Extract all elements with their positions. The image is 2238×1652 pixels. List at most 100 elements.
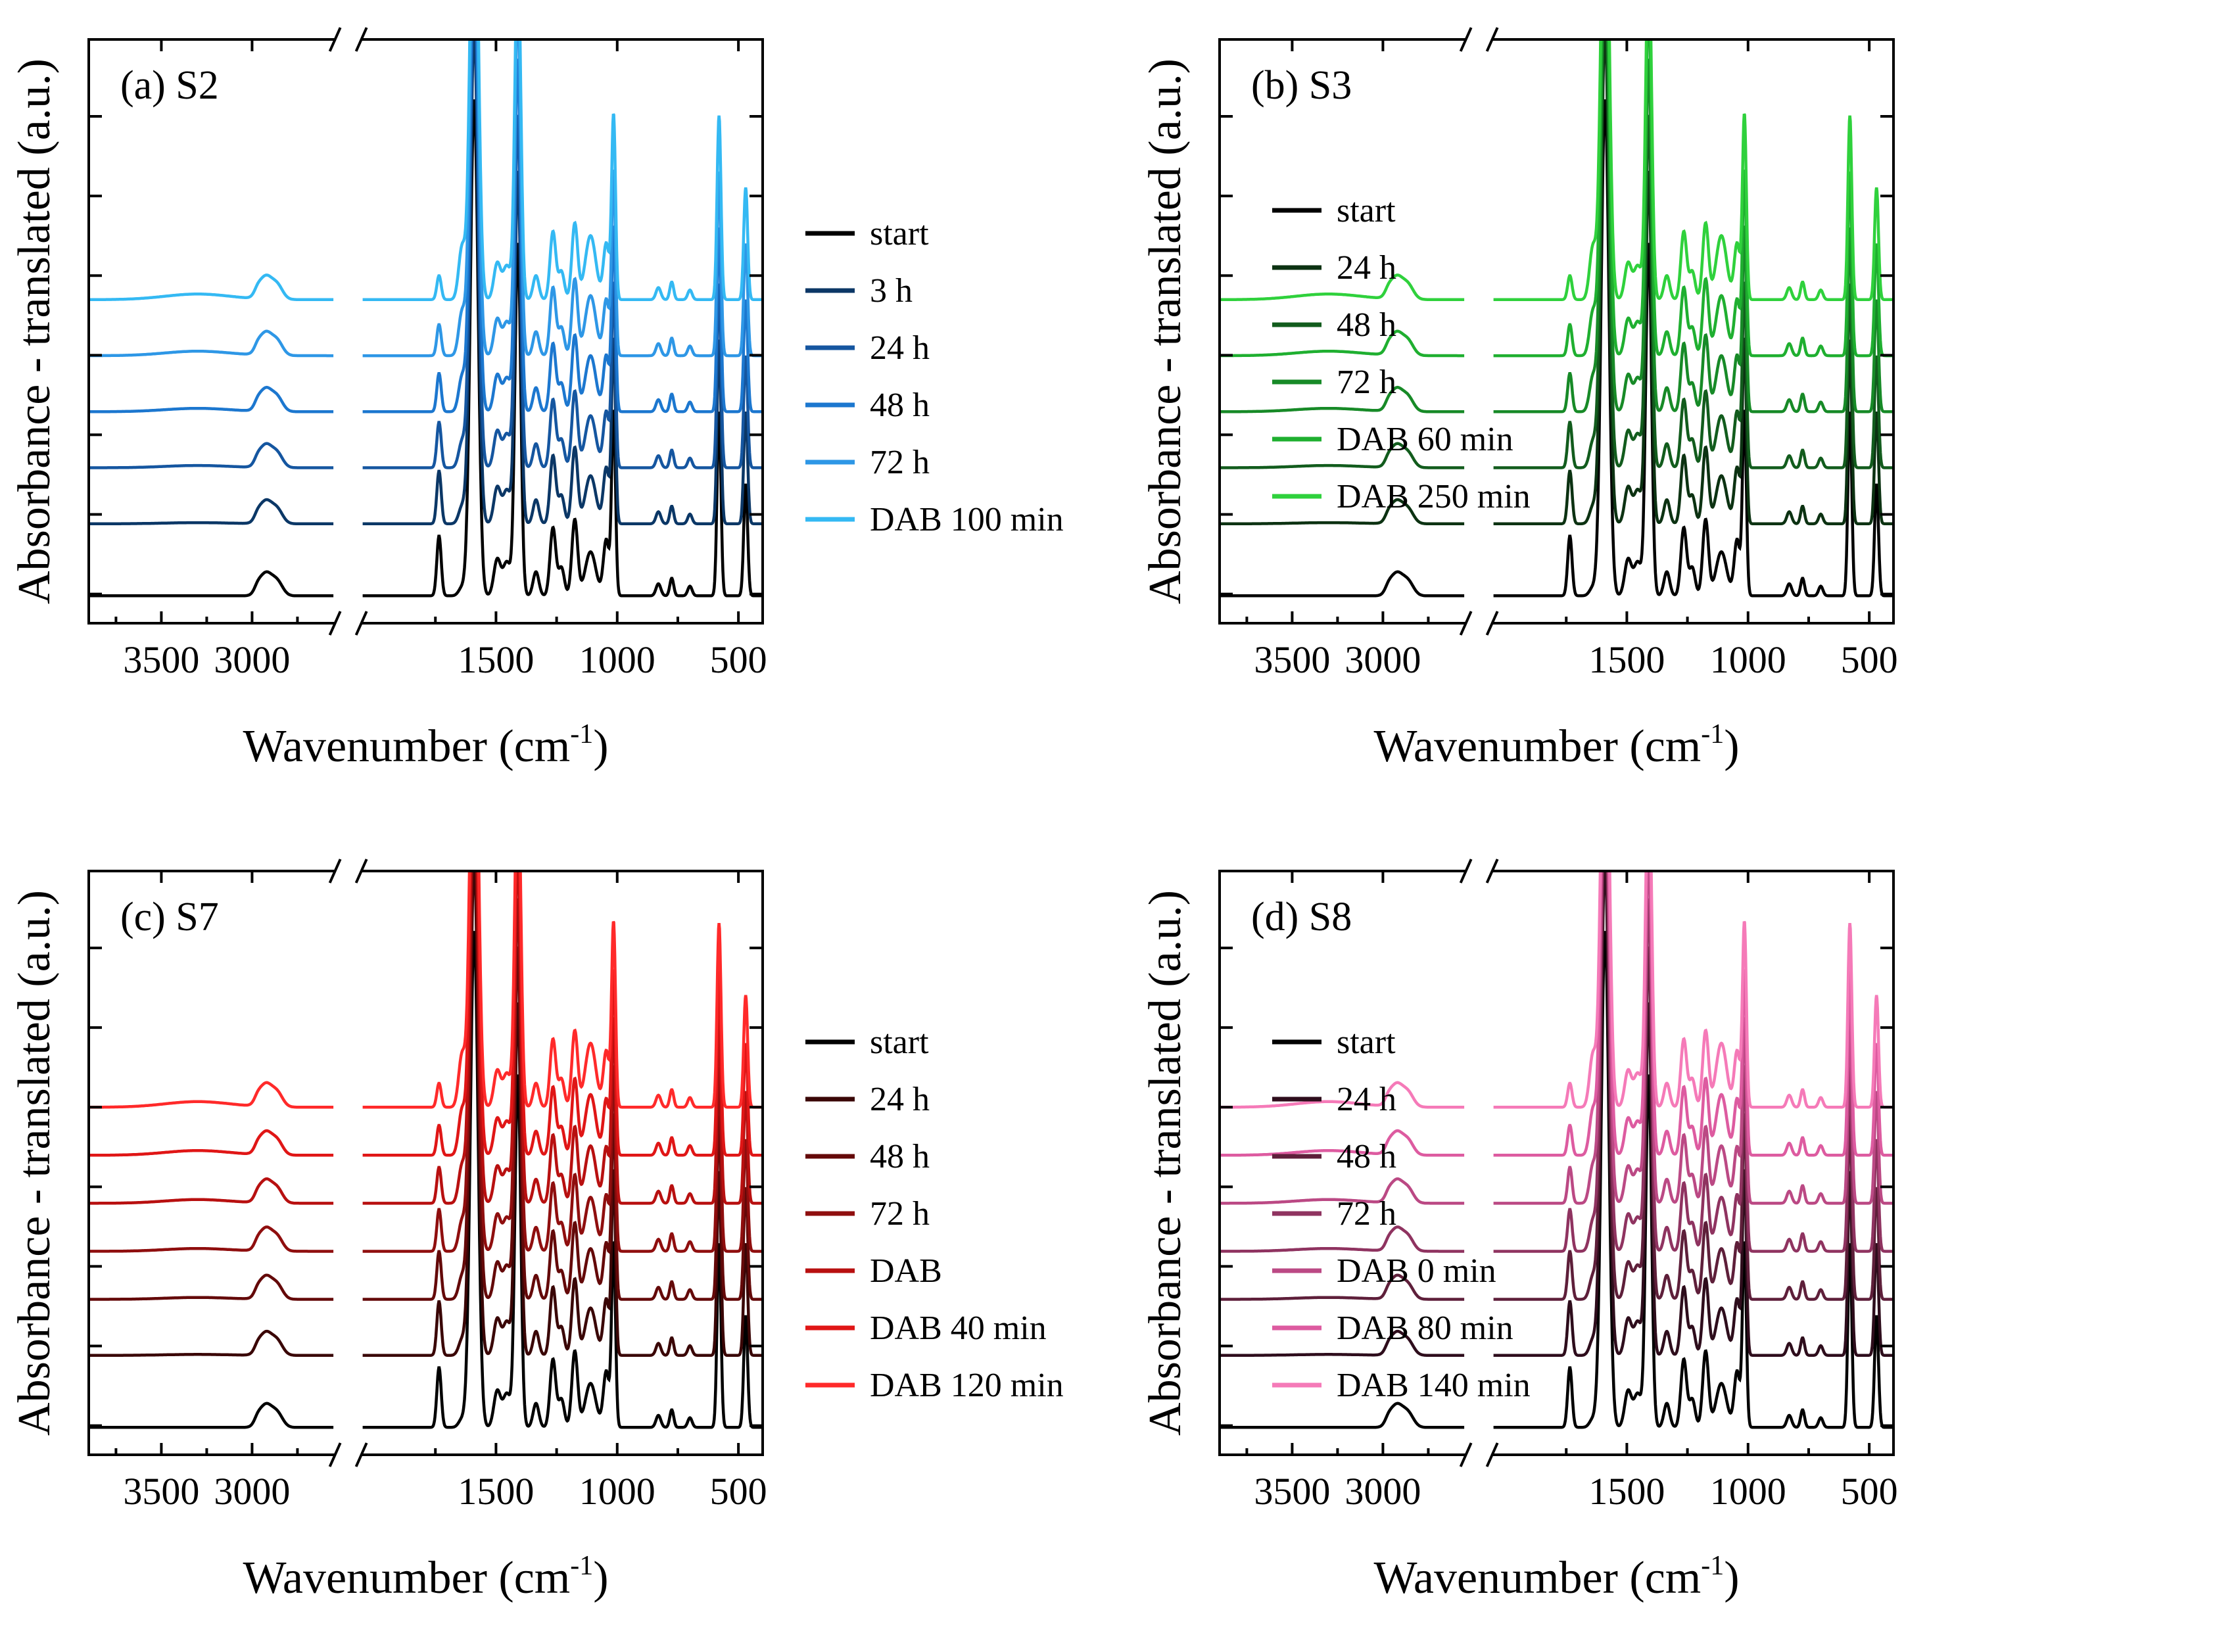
x-tick-label: 500 <box>1841 1470 1898 1513</box>
spectra <box>89 871 763 1429</box>
y-axis-label: Absorbance - translated (a.u.) <box>1140 59 1191 604</box>
series-line-right <box>362 39 763 413</box>
series-line <box>89 871 763 1357</box>
series-line <box>1220 871 1893 1301</box>
y-axis-label: Absorbance - translated (a.u.) <box>1140 890 1191 1436</box>
panel-a-s2: 3500 3000 1500 1000 500 (a) S2 Wavenumber (cm-… <box>9 27 1064 772</box>
x-tick-label: 1000 <box>579 1470 655 1513</box>
x-tick-label: 1500 <box>1588 638 1665 681</box>
series-line <box>89 871 763 1253</box>
legend-label: start <box>1337 192 1396 229</box>
series-line-left <box>1220 273 1465 302</box>
series-line-left <box>1220 498 1465 526</box>
axis-break-mark <box>1485 1442 1499 1467</box>
x-tick-label: 1500 <box>1588 1470 1665 1513</box>
series-line <box>1220 871 1893 1253</box>
legend-label: 48 h <box>870 1138 930 1175</box>
x-tick-label: 3000 <box>1345 638 1421 681</box>
legend-label: DAB <box>870 1252 942 1290</box>
series-line-left <box>89 498 334 526</box>
axis-break-mark <box>1485 611 1499 636</box>
series-line-right <box>1493 39 1893 302</box>
series-line-right <box>1493 871 1893 1301</box>
series-line-right <box>362 39 763 469</box>
legend-label: 48 h <box>870 387 930 424</box>
panel-d-s8: 3500 3000 1500 1000 500 (d) S8 Wavenumber (cm-… <box>1140 859 1898 1603</box>
series-line-left <box>1220 1081 1465 1109</box>
legend-label: DAB 80 min <box>1337 1310 1513 1347</box>
x-tick-label: 3500 <box>123 638 199 681</box>
series-line-right <box>1493 871 1893 1205</box>
panel-label: (b) S3 <box>1251 63 1352 108</box>
series-line-right <box>362 39 763 302</box>
y-axis-label: Absorbance - translated (a.u.) <box>9 59 60 604</box>
series-line-left <box>1220 442 1465 469</box>
spectra <box>1220 871 1893 1429</box>
axis-break-mark <box>1459 1442 1473 1467</box>
axis-break-mark <box>328 611 342 636</box>
axis-break-gap <box>335 34 362 45</box>
series-line <box>1220 39 1893 526</box>
x-tick-label: 1000 <box>1710 1470 1786 1513</box>
axis-break-gap <box>335 1450 362 1460</box>
series-line-left <box>89 1273 334 1301</box>
x-axis-label: Wavenumber (cm-1) <box>1373 1551 1739 1603</box>
series-line-right <box>1493 871 1893 1357</box>
legend-label: 72 h <box>1337 1195 1396 1233</box>
series-line <box>1220 871 1893 1109</box>
axis-break-mark <box>1459 27 1473 52</box>
series-line-right <box>1493 871 1893 1253</box>
legend: start 3 h 24 h 48 h 72 h DAB 100 min <box>805 215 1064 538</box>
legend-label: 72 h <box>1337 364 1396 401</box>
axis-break-mark <box>1485 859 1499 884</box>
x-tick-label: 500 <box>1841 638 1898 681</box>
legend-label: DAB 0 min <box>1337 1252 1496 1290</box>
x-tick-label: 3000 <box>1345 1470 1421 1513</box>
series-line-left <box>1220 1225 1465 1253</box>
series-line-right <box>362 871 763 1157</box>
plot-frame <box>87 870 764 1456</box>
series-line <box>1220 871 1893 1205</box>
x-axis-label: Wavenumber (cm-1) <box>243 719 608 772</box>
series-line-left <box>1220 329 1465 358</box>
x-tick-label: 500 <box>710 1470 767 1513</box>
x-tick-label: 1500 <box>458 638 534 681</box>
series-line <box>1220 871 1893 1157</box>
series-line <box>89 39 763 358</box>
series-line-left <box>1220 385 1465 413</box>
series-line-right <box>362 871 763 1109</box>
axis-break-mark <box>354 27 368 52</box>
series-line-left <box>89 1081 334 1109</box>
series-line <box>89 871 763 1109</box>
series-line-right <box>362 871 763 1205</box>
panel-label: (d) S8 <box>1251 895 1352 939</box>
axis-break-mark <box>328 859 342 884</box>
series-line-left <box>1220 1129 1465 1157</box>
series-line <box>1220 39 1893 413</box>
legend-label: 48 h <box>1337 1138 1396 1175</box>
series-line-right <box>362 99 763 598</box>
series-line <box>89 39 763 302</box>
series-line-right <box>362 871 763 1301</box>
series-line-right <box>362 39 763 526</box>
panel-b-s3: 3500 3000 1500 1000 500 (b) S3 Wavenumber (cm-… <box>1140 27 1898 772</box>
axis-break-gap <box>1465 866 1492 876</box>
series-line-left <box>1220 570 1465 598</box>
x-tick-label: 3500 <box>1254 1470 1330 1513</box>
legend-label: DAB 40 min <box>870 1310 1047 1347</box>
legend-label: DAB 140 min <box>1337 1367 1531 1404</box>
axis-break-mark <box>1459 611 1473 636</box>
series-line <box>89 39 763 526</box>
plot-frame <box>1218 38 1895 625</box>
x-tick-label: 3500 <box>123 1470 199 1513</box>
axis-break-mark <box>328 27 342 52</box>
x-tick-label: 3000 <box>214 1470 290 1513</box>
legend: start 24 h 48 h 72 h DAB 0 min DAB 80 min DAB … <box>1272 1024 1531 1404</box>
plot-frame <box>1218 870 1895 1456</box>
legend-label: 72 h <box>870 444 930 481</box>
axis-break-gap <box>335 618 362 628</box>
series-line <box>1220 871 1893 1357</box>
series-line-right <box>1493 39 1893 358</box>
series-line <box>89 39 763 413</box>
